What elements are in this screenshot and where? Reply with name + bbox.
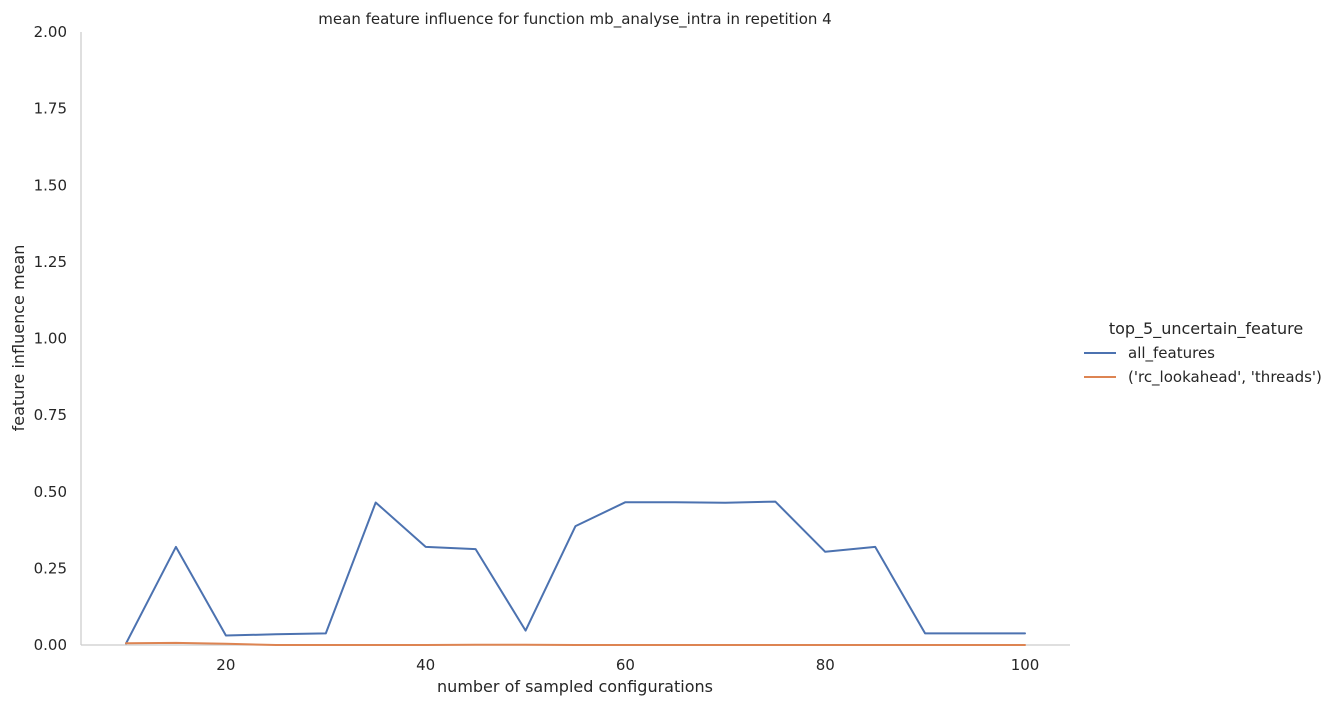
x-tick-label: 60 xyxy=(616,656,635,674)
y-tick-label: 1.00 xyxy=(34,330,67,348)
x-ticks: 20 40 60 80 100 xyxy=(216,656,1039,674)
y-ticks: 0.00 0.25 0.50 0.75 1.00 1.25 1.50 1.75 2.00 xyxy=(34,23,67,654)
y-tick-label: 1.75 xyxy=(34,100,67,118)
y-tick-label: 0.25 xyxy=(34,559,67,577)
legend: top_5_uncertain_feature all_features ('rc… xyxy=(1084,319,1322,387)
y-tick-label: 0.00 xyxy=(34,636,67,654)
y-tick-label: 0.75 xyxy=(34,406,67,424)
x-tick-label: 100 xyxy=(1011,656,1040,674)
y-tick-label: 1.25 xyxy=(34,253,67,271)
x-tick-label: 40 xyxy=(416,656,435,674)
y-tick-label: 0.50 xyxy=(34,483,67,501)
x-axis-label: number of sampled configurations xyxy=(437,677,713,696)
series-group xyxy=(125,500,1026,646)
y-tick-label: 1.50 xyxy=(34,176,67,194)
legend-title: top_5_uncertain_feature xyxy=(1109,319,1303,339)
chart-title: mean feature influence for function mb_a… xyxy=(318,10,831,29)
y-axis-label: feature influence mean xyxy=(9,245,28,432)
series-line-1 xyxy=(125,641,1026,646)
y-tick-label: 2.00 xyxy=(34,23,67,41)
series-line-0 xyxy=(125,500,1026,645)
x-tick-label: 80 xyxy=(816,656,835,674)
x-tick-label: 20 xyxy=(216,656,235,674)
legend-label-0: all_features xyxy=(1128,344,1215,363)
legend-label-1: ('rc_lookahead', 'threads') xyxy=(1128,368,1322,387)
